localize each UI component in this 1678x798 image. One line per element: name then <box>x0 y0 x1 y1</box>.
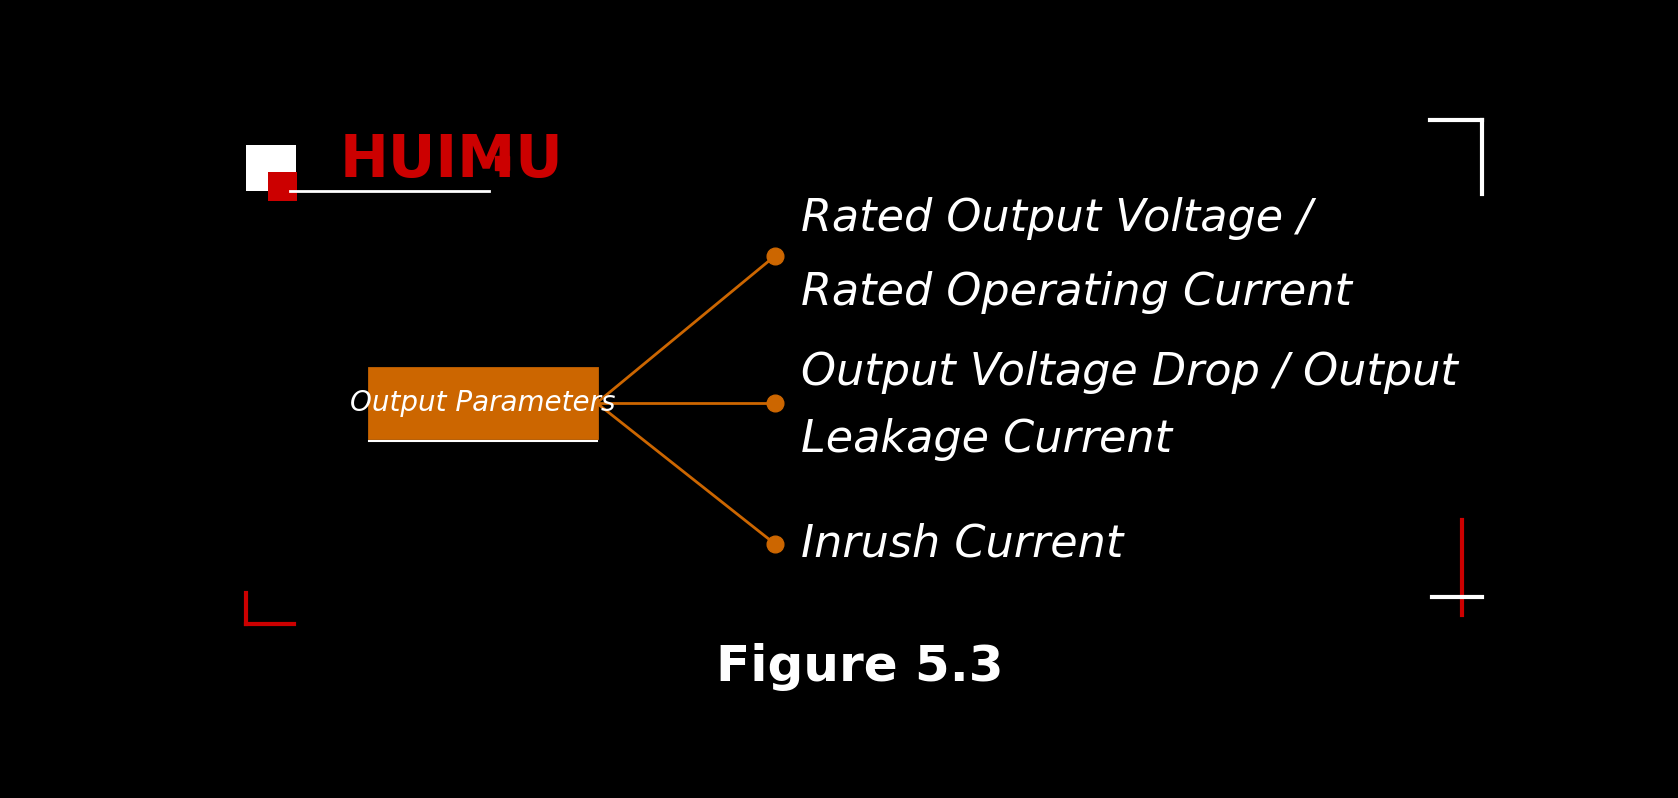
Bar <box>247 145 295 191</box>
Text: Rated Output Voltage /: Rated Output Voltage / <box>802 197 1312 240</box>
Text: Leakage Current: Leakage Current <box>802 418 1173 461</box>
Text: Rated Operating Current: Rated Operating Current <box>802 271 1352 314</box>
Bar <box>369 368 597 438</box>
Text: Inrush Current: Inrush Current <box>802 523 1124 566</box>
Text: HUIMU: HUIMU <box>339 132 564 189</box>
Text: Figure 5.3: Figure 5.3 <box>717 643 1003 691</box>
Text: Output Voltage Drop / Output: Output Voltage Drop / Output <box>802 351 1458 393</box>
Bar <box>268 172 297 201</box>
Text: Output Parameters: Output Parameters <box>351 389 616 417</box>
